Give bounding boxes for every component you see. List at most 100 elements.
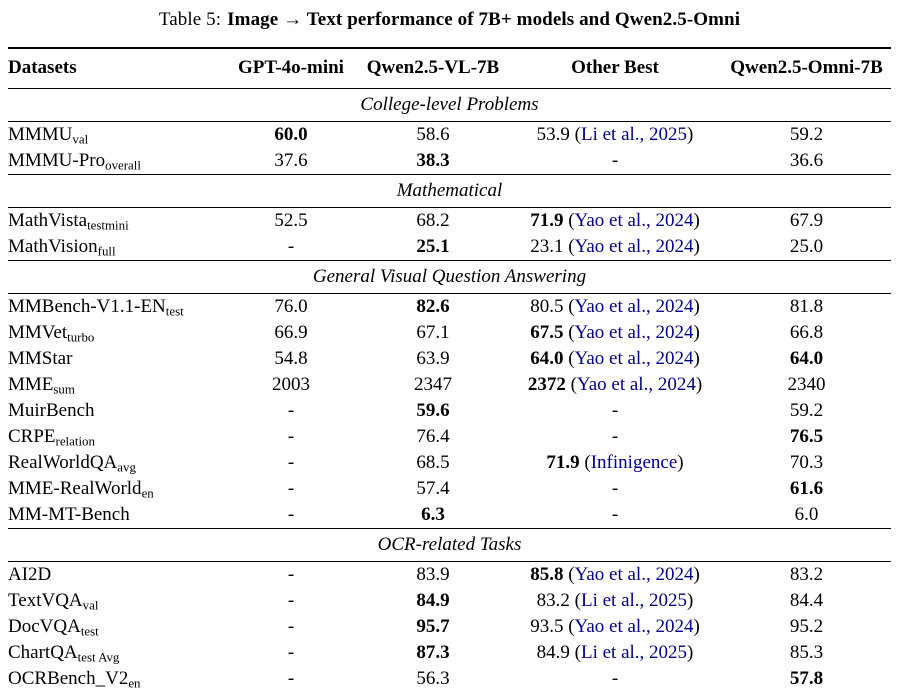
dataset-name: MMBench-V1.1-EN [8, 296, 166, 317]
metric-value: 57.4 [416, 478, 450, 499]
dataset-name: AI2D [8, 564, 52, 585]
dataset-subscript: full [97, 243, 116, 259]
metric-cell: 2347 [358, 372, 508, 398]
metric-cell: 76.0 [224, 294, 358, 321]
metric-value: 2003 [272, 374, 310, 395]
dataset-cell: RealWorldQAavg [8, 450, 224, 476]
metric-value: 67.9 [789, 210, 824, 231]
citation-link[interactable]: Li et al., 2025 [580, 124, 688, 145]
dataset-name: MMStar [8, 348, 73, 369]
citation-link[interactable]: Yao et al., 2024 [574, 322, 694, 343]
metric-cell: - [508, 398, 722, 424]
metric-value: 82.6 [416, 296, 450, 317]
metric-cell: 37.6 [224, 148, 358, 175]
metric-cell: 23.1 (Yao et al., 2024) [508, 234, 722, 261]
metric-cell: 80.5 (Yao et al., 2024) [530, 296, 700, 317]
section-row: General Visual Question Answering [8, 260, 891, 294]
citation-link[interactable]: Yao et al., 2024 [576, 374, 696, 395]
metric-value: 38.3 [416, 150, 450, 171]
metric-value: 95.7 [416, 616, 450, 637]
metric-cell: 6.3 [358, 502, 508, 529]
metric-cell: - [508, 424, 722, 450]
metric-value: - [611, 150, 619, 171]
metric-value: 76.5 [789, 426, 824, 447]
metric-value: - [287, 668, 295, 688]
table-caption-label: Table 5: [158, 9, 222, 30]
citation-link[interactable]: Yao et al., 2024 [574, 210, 694, 231]
metric-cell: 71.9 (Infinigence) [546, 452, 684, 473]
citation-link[interactable]: Yao et al., 2024 [574, 296, 694, 317]
dataset-subscript: val [82, 597, 99, 613]
citation-link[interactable]: Yao et al., 2024 [574, 348, 694, 369]
dataset-name: MuirBench [8, 400, 95, 421]
metric-value: 71.9 [546, 452, 580, 473]
citation-link[interactable]: Li et al., 2025 [580, 642, 688, 663]
section-row: OCR-related Tasks [8, 528, 891, 562]
dataset-subscript: overall [105, 157, 141, 173]
metric-cell: 25.0 [722, 234, 891, 261]
dataset-name: RealWorldQA [8, 452, 118, 473]
metric-value: 83.2 [536, 590, 570, 611]
metric-value: 76.0 [274, 296, 308, 317]
metric-cell: 76.5 [722, 424, 891, 450]
paper-table-page: Table 5: Image → Text performance of 7B+ … [0, 9, 899, 688]
metric-value: 25.1 [416, 236, 450, 257]
dataset-cell: MMEsum [8, 372, 224, 398]
metric-value: 71.9 [530, 210, 564, 231]
dataset-name: DocVQA [8, 616, 81, 637]
metric-value: - [611, 668, 619, 688]
metric-cell: 63.9 [358, 346, 508, 372]
dataset-cell: TextVQAval [8, 588, 224, 614]
metric-value: - [287, 478, 295, 499]
table-row: MathVistatestmini 52.5 68.2 71.9 (Yao et al… [8, 208, 891, 235]
dataset-cell: AI2D [8, 562, 224, 589]
dataset-name: CRPE [8, 426, 56, 447]
dataset-cell: DocVQAtest [8, 614, 224, 640]
citation-link[interactable]: Yao et al., 2024 [574, 564, 694, 585]
citation-link[interactable]: Infinigence [590, 452, 678, 473]
metric-cell: - [224, 614, 358, 640]
metric-cell: 59.2 [722, 122, 891, 149]
section-title: OCR-related Tasks [8, 528, 891, 562]
metric-cell: 6.0 [722, 502, 891, 529]
dataset-cell: MM-MT-Bench [8, 502, 224, 529]
table-row: MMEsum 2003 2347 2372 (Yao et al., 2024) 234… [8, 372, 891, 398]
metric-value: 60.0 [274, 124, 308, 145]
metric-value: 85.8 [530, 564, 564, 585]
metric-value: 2372 [527, 374, 566, 395]
column-header-other-best: Other Best [508, 47, 722, 89]
metric-value: 85.3 [789, 642, 824, 663]
section-title: General Visual Question Answering [8, 260, 891, 294]
metric-cell: 85.8 (Yao et al., 2024) [530, 564, 700, 585]
metric-value: 67.1 [416, 322, 450, 343]
dataset-name: MathVista [8, 210, 88, 231]
citation-link[interactable]: Yao et al., 2024 [574, 236, 694, 257]
table-caption-text: Image → Text performance of 7B+ models a… [227, 9, 741, 30]
metric-cell: - [224, 666, 358, 688]
metric-value: - [611, 426, 619, 447]
dataset-cell: MathVistatestmini [8, 208, 224, 235]
metric-value: - [287, 590, 295, 611]
metric-cell: - [508, 148, 722, 175]
metric-cell: 60.0 [224, 122, 358, 149]
table-row: RealWorldQAavg - 68.5 71.9 (Infinigence) 70.… [8, 450, 891, 476]
metric-value: 57.8 [789, 668, 824, 688]
metric-cell: 68.2 [358, 208, 508, 235]
metric-cell: 68.5 [358, 450, 508, 476]
metric-value: 83.2 [789, 564, 824, 585]
metric-value: 59.2 [789, 124, 824, 145]
dataset-subscript: testmini [87, 217, 129, 233]
table-caption: Table 5: Image → Text performance of 7B+ … [0, 9, 899, 31]
dataset-name: MME [8, 374, 54, 395]
metric-cell: 81.8 [722, 294, 891, 321]
metric-value: - [287, 452, 295, 473]
metric-cell: - [224, 450, 358, 476]
metric-value: 70.3 [789, 452, 824, 473]
citation-link[interactable]: Li et al., 2025 [580, 590, 688, 611]
metric-value: 59.2 [789, 400, 824, 421]
metric-value: 68.2 [416, 210, 450, 231]
citation-link[interactable]: Yao et al., 2024 [574, 616, 694, 637]
metric-value: 54.8 [274, 348, 308, 369]
metric-cell: - [224, 398, 358, 424]
metric-cell: 87.3 [358, 640, 508, 666]
